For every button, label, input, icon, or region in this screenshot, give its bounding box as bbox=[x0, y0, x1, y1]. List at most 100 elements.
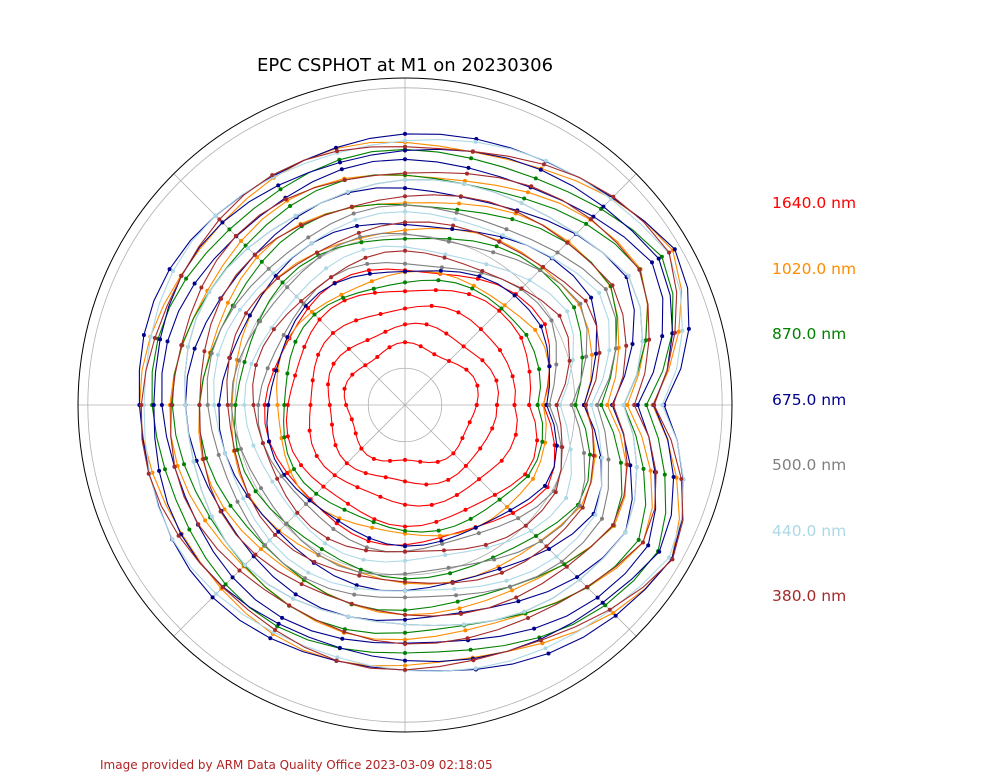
point-1020-0-nm-3-36 bbox=[403, 637, 407, 642]
point-380-0-nm-1-4 bbox=[583, 298, 588, 303]
point-1640-0-nm-0-42 bbox=[451, 451, 456, 456]
point-675-0-nm-4-2 bbox=[686, 326, 691, 331]
point-675-0-nm-3-6 bbox=[591, 214, 596, 219]
point-440-0-nm-0-6 bbox=[527, 278, 532, 283]
point-1020-0-nm-0-42 bbox=[505, 505, 509, 509]
point-1640-0-nm-2-44 bbox=[499, 458, 504, 463]
point-440-0-nm-1-24 bbox=[212, 403, 217, 407]
point-675-0-nm-1-42 bbox=[547, 547, 551, 551]
point-1640-0-nm-1-2 bbox=[494, 378, 499, 383]
point-675-0-nm-4-30 bbox=[210, 595, 215, 600]
point-440-0-nm-0-22 bbox=[249, 361, 254, 366]
point-675-0-nm-5-24 bbox=[151, 403, 156, 407]
point-1640-0-nm-3-40 bbox=[463, 507, 468, 512]
point-1640-0-nm-0-48 bbox=[474, 403, 479, 407]
point-1640-0-nm-3-12 bbox=[403, 289, 407, 294]
point-1020-0-nm-0-16 bbox=[339, 292, 344, 297]
point-380-0-nm-0-34 bbox=[364, 548, 368, 553]
point-1020-0-nm-4-46 bbox=[674, 475, 679, 480]
point-500-0-nm-1-34 bbox=[358, 570, 363, 575]
point-1640-0-nm-2-28 bbox=[314, 454, 319, 458]
point-380-0-nm-1-22 bbox=[227, 355, 232, 360]
point-1640-0-nm-0-16 bbox=[375, 355, 380, 359]
point-380-0-nm-1-48 bbox=[584, 403, 588, 407]
point-1640-0-nm-3-22 bbox=[293, 373, 298, 378]
point-675-0-nm-0-20 bbox=[285, 335, 290, 340]
point-1020-0-nm-0-6 bbox=[502, 303, 507, 308]
point-675-0-nm-4-32 bbox=[268, 636, 273, 641]
legend-item-675-0-nm: 675.0 nm bbox=[772, 390, 847, 409]
point-675-0-nm-2-22 bbox=[192, 346, 197, 351]
point-1640-0-nm-3-48 bbox=[527, 403, 532, 407]
point-500-0-nm-1-40 bbox=[492, 557, 497, 562]
point-380-0-nm-4-4 bbox=[667, 250, 672, 255]
point-870-0-nm-1-14 bbox=[359, 240, 364, 245]
point-870-0-nm-1-46 bbox=[588, 452, 592, 457]
point-500-0-nm-2-4 bbox=[603, 287, 608, 292]
point-380-0-nm-4-14 bbox=[335, 149, 339, 154]
point-1020-0-nm-3-46 bbox=[648, 468, 653, 473]
point-675-0-nm-5-44 bbox=[657, 549, 662, 554]
point-380-0-nm-2-6 bbox=[565, 240, 570, 245]
point-380-0-nm-4-40 bbox=[538, 638, 543, 643]
point-440-0-nm-0-44 bbox=[564, 496, 569, 500]
point-675-0-nm-0-34 bbox=[367, 536, 372, 541]
point-380-0-nm-1-36 bbox=[403, 579, 407, 584]
point-1020-0-nm-0-38 bbox=[438, 533, 442, 538]
point-500-0-nm-1-10 bbox=[446, 239, 451, 244]
point-675-0-nm-2-42 bbox=[575, 575, 580, 580]
point-440-0-nm-1-34 bbox=[353, 586, 358, 591]
point-500-0-nm-2-32 bbox=[303, 576, 307, 581]
point-1640-0-nm-3-26 bbox=[285, 434, 290, 439]
point-675-0-nm-0-44 bbox=[543, 483, 547, 488]
point-870-0-nm-4-16 bbox=[278, 187, 283, 192]
point-675-0-nm-1-2 bbox=[594, 351, 598, 356]
point-380-0-nm-3-8 bbox=[529, 184, 534, 189]
point-870-0-nm-3-6 bbox=[584, 221, 589, 226]
point-440-0-nm-1-16 bbox=[309, 241, 314, 246]
point-675-0-nm-5-32 bbox=[276, 621, 281, 626]
point-1640-0-nm-2-34 bbox=[378, 494, 383, 499]
point-675-0-nm-1-4 bbox=[589, 295, 594, 300]
point-675-0-nm-0-14 bbox=[367, 271, 372, 276]
point-380-0-nm-0-22 bbox=[253, 363, 258, 368]
point-500-0-nm-0-48 bbox=[547, 403, 552, 407]
point-675-0-nm-2-36 bbox=[403, 617, 407, 622]
point-1640-0-nm-4-34 bbox=[366, 539, 371, 544]
point-380-0-nm-1-8 bbox=[497, 239, 502, 244]
point-440-0-nm-2-22 bbox=[186, 344, 191, 349]
point-440-0-nm-2-10 bbox=[462, 181, 467, 186]
point-440-0-nm-2-34 bbox=[346, 614, 351, 619]
point-440-0-nm-0-2 bbox=[570, 358, 575, 362]
point-870-0-nm-3-46 bbox=[641, 466, 646, 471]
point-380-0-nm-4-48 bbox=[652, 403, 657, 407]
point-440-0-nm-2-24 bbox=[183, 403, 188, 407]
point-1020-0-nm-0-48 bbox=[541, 403, 546, 407]
point-1020-0-nm-2-28 bbox=[222, 507, 227, 512]
point-1640-0-nm-1-30 bbox=[344, 461, 349, 466]
point-675-0-nm-3-4 bbox=[650, 260, 654, 265]
point-380-0-nm-1-10 bbox=[451, 223, 456, 228]
point-675-0-nm-0-22 bbox=[274, 368, 279, 373]
point-870-0-nm-1-12 bbox=[403, 236, 407, 241]
point-1640-0-nm-3-32 bbox=[346, 501, 350, 506]
point-440-0-nm-2-32 bbox=[291, 596, 296, 601]
point-1640-0-nm-3-38 bbox=[434, 519, 439, 524]
point-1640-0-nm-0-46 bbox=[467, 420, 472, 425]
point-380-0-nm-1-26 bbox=[232, 448, 237, 453]
point-1020-0-nm-0-36 bbox=[403, 531, 407, 536]
point-675-0-nm-0-24 bbox=[266, 403, 271, 407]
point-1020-0-nm-0-44 bbox=[531, 476, 535, 481]
legend-item-870-0-nm: 870.0 nm bbox=[772, 325, 847, 343]
point-380-0-nm-3-30 bbox=[237, 568, 242, 573]
point-870-0-nm-1-22 bbox=[242, 360, 247, 364]
point-870-0-nm-4-28 bbox=[187, 527, 192, 532]
point-380-0-nm-0-32 bbox=[325, 536, 330, 541]
point-500-0-nm-1-6 bbox=[537, 268, 542, 273]
curve-1020-0-nm-0 bbox=[276, 270, 550, 537]
point-1020-0-nm-2-40 bbox=[510, 588, 514, 593]
point-380-0-nm-2-48 bbox=[611, 403, 616, 407]
point-1640-0-nm-2-22 bbox=[310, 378, 315, 383]
curve-1020-0-nm-3 bbox=[169, 174, 653, 641]
footer-credit: Image provided by ARM Data Quality Offic… bbox=[100, 758, 493, 772]
